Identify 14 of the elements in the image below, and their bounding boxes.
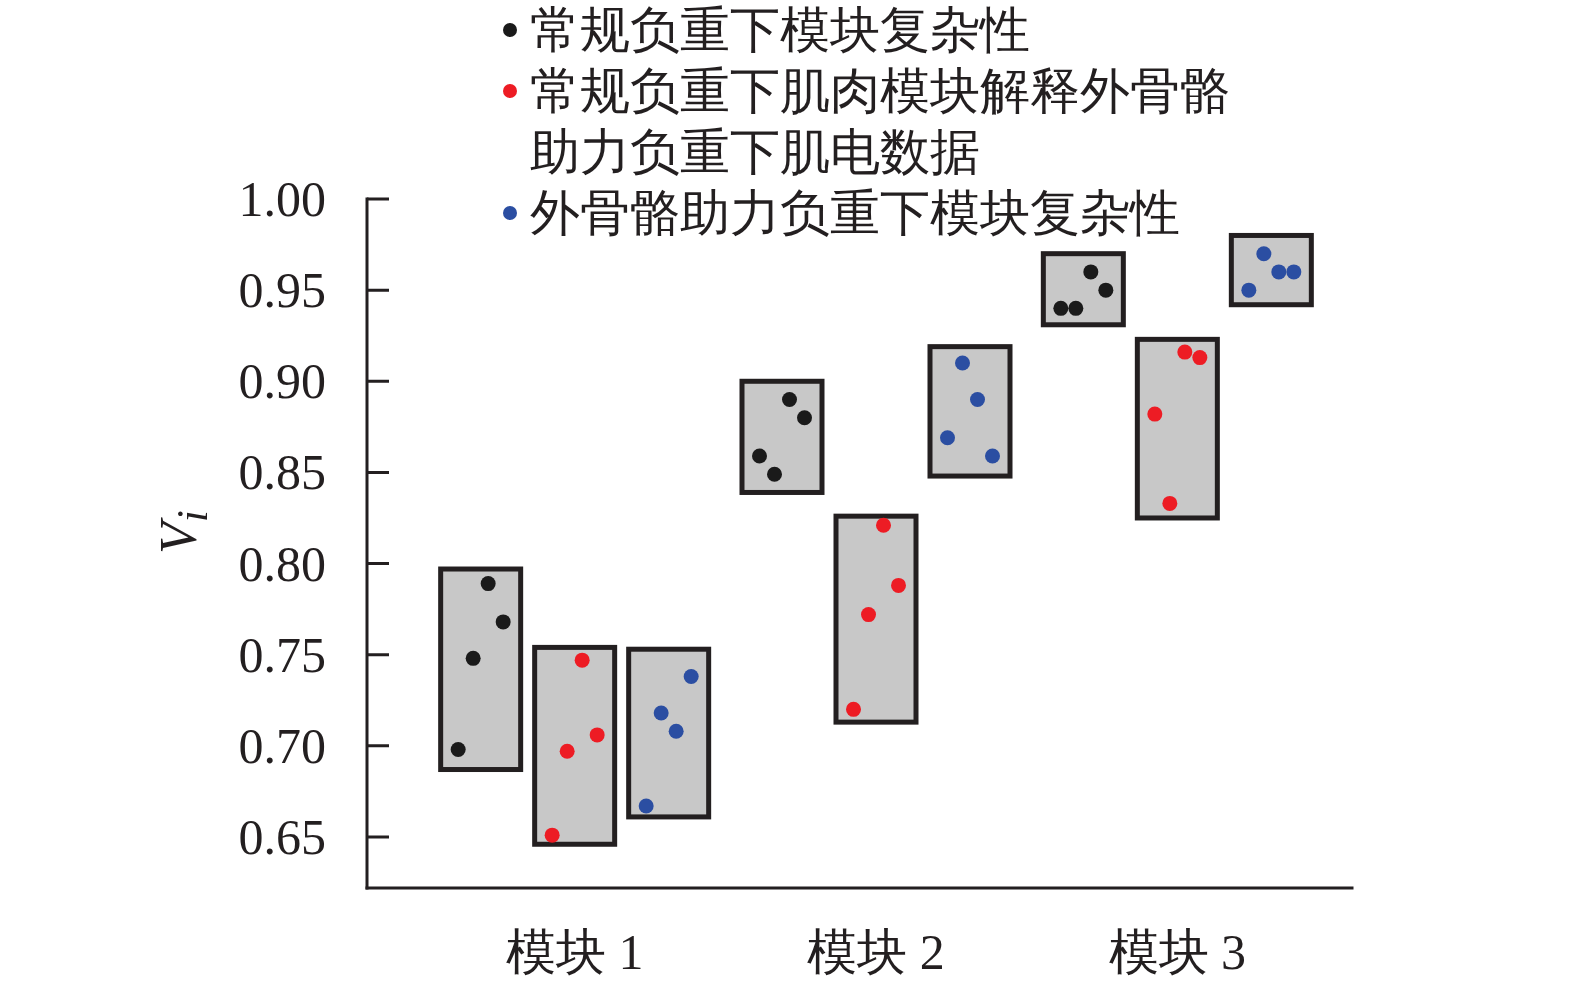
y-tick-label: 0.90 — [238, 353, 326, 410]
y-tick-label: 0.70 — [238, 717, 326, 774]
legend-label: 外骨骼助力负重下模块复杂性 — [529, 184, 1181, 243]
x-tick-label: 模块 2 — [807, 924, 945, 980]
y-tick-label: 0.85 — [238, 444, 326, 501]
legend-label: 常规负重下模块复杂性 — [529, 1, 1031, 60]
legend-label: 常规负重下肌肉模块解释外骨骼助力负重下肌电数据 — [529, 62, 1231, 182]
y-tick-label: 0.80 — [238, 535, 326, 592]
y-tick-label: 1.00 — [238, 171, 326, 227]
x-tick-label: 模块 3 — [1108, 924, 1247, 980]
y-tick-label: 0.65 — [238, 808, 326, 865]
y-tick-label: 0.95 — [238, 262, 326, 319]
x-tick-label: 模块 1 — [505, 924, 644, 980]
y-tick-label: 0.75 — [238, 626, 326, 683]
